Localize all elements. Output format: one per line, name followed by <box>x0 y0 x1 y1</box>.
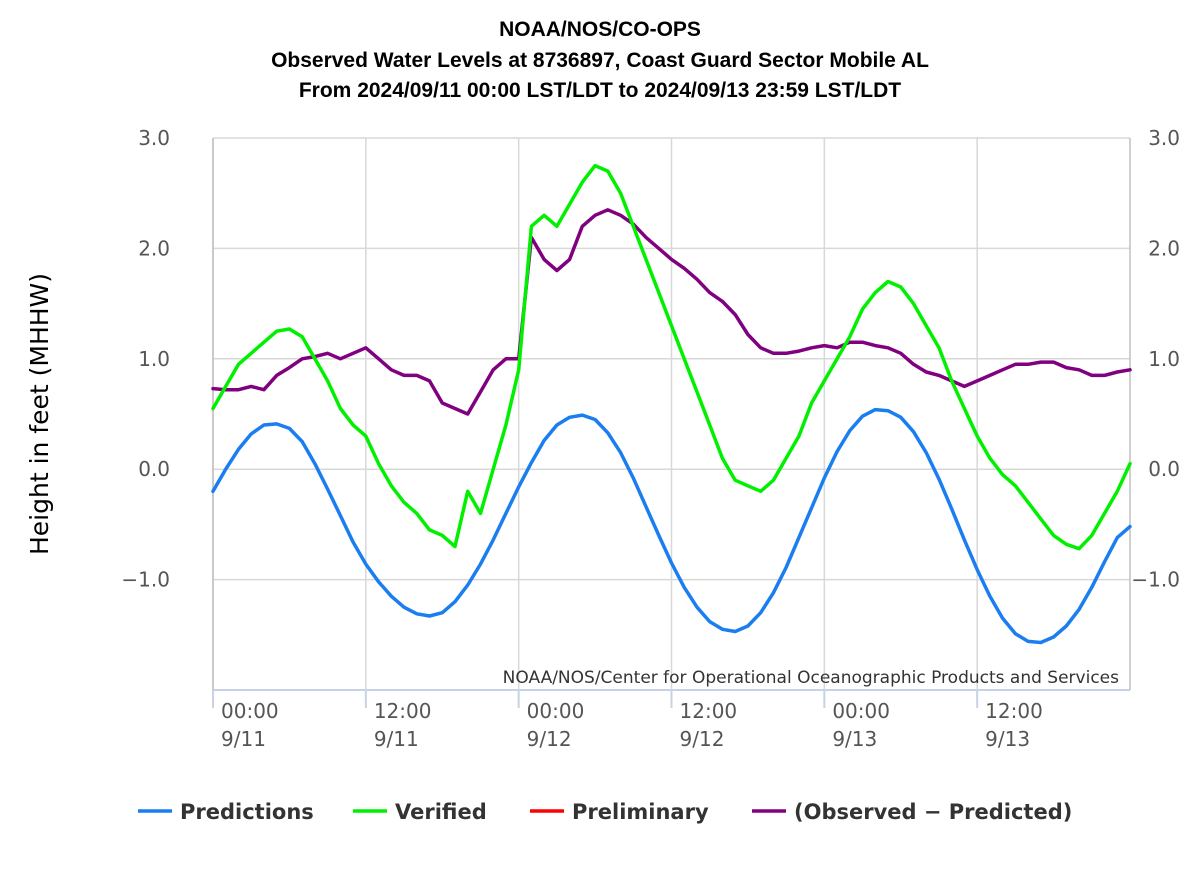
legend-label: Preliminary <box>572 800 709 824</box>
series-line-verified <box>211 163 1132 551</box>
legend-label: Predictions <box>180 800 314 824</box>
series-lines <box>211 163 1132 645</box>
x-tick-time-label: 12:00 <box>680 699 738 723</box>
legend-item[interactable]: Preliminary <box>530 800 709 824</box>
y-tick-label-right: 1.0 <box>1148 347 1180 371</box>
y-tick-label-left: 3.0 <box>138 126 170 150</box>
legend-item[interactable]: Predictions <box>138 800 314 824</box>
y-tick-label-left: 0.0 <box>138 457 170 481</box>
x-tick-time-label: 00:00 <box>832 699 890 723</box>
y-axis-right-tick-labels: 3.0 2.0 1.0 0.0 −1.0 <box>1131 126 1180 592</box>
x-tick-date-label: 9/13 <box>985 727 1030 751</box>
grid-lines <box>212 137 1131 708</box>
chart-title: NOAA/NOS/CO-OPS Observed Water Levels at… <box>271 18 929 102</box>
x-tick-time-label: 12:00 <box>985 699 1043 723</box>
series-line-observed-predicted <box>211 208 1132 416</box>
y-tick-label-right: 2.0 <box>1148 236 1180 260</box>
x-tick-time-label: 00:00 <box>221 699 279 723</box>
y-axis-label: Height in feet (MHHW) <box>25 273 54 555</box>
y-tick-label-left: −1.0 <box>121 568 170 592</box>
credit-text: NOAA/NOS/Center for Operational Oceanogr… <box>503 668 1119 688</box>
x-tick-date-label: 9/13 <box>832 727 877 751</box>
y-tick-label-left: 2.0 <box>138 236 170 260</box>
title-line-2: Observed Water Levels at 8736897, Coast … <box>271 49 929 72</box>
x-tick-date-label: 9/11 <box>374 727 419 751</box>
series-line-predictions <box>211 407 1132 645</box>
x-tick-date-label: 9/12 <box>680 727 725 751</box>
x-axis-tick-labels: 00:00 9/11 12:00 9/11 00:00 9/12 12:00 9/12 00:0… <box>221 699 1043 751</box>
title-line-1: NOAA/NOS/CO-OPS <box>499 18 701 41</box>
y-tick-label-right: 0.0 <box>1148 457 1180 481</box>
y-axis-left-tick-labels: 3.0 2.0 1.0 0.0 −1.0 <box>121 126 170 592</box>
title-line-3: From 2024/09/11 00:00 LST/LDT to 2024/09… <box>299 79 901 102</box>
x-tick-time-label: 12:00 <box>374 699 432 723</box>
y-tick-label-left: 1.0 <box>138 347 170 371</box>
y-tick-label-right: −1.0 <box>1131 568 1180 592</box>
legend-label: Verified <box>395 800 487 824</box>
legend-item[interactable]: Verified <box>353 800 487 824</box>
legend: Predictions Verified Preliminary (Observed … <box>138 800 1072 824</box>
legend-item[interactable]: (Observed − Predicted) <box>752 800 1072 824</box>
legend-label: (Observed − Predicted) <box>794 800 1072 824</box>
x-tick-date-label: 9/11 <box>221 727 266 751</box>
x-tick-time-label: 00:00 <box>527 699 585 723</box>
x-tick-date-label: 9/12 <box>527 727 572 751</box>
y-tick-label-right: 3.0 <box>1148 126 1180 150</box>
